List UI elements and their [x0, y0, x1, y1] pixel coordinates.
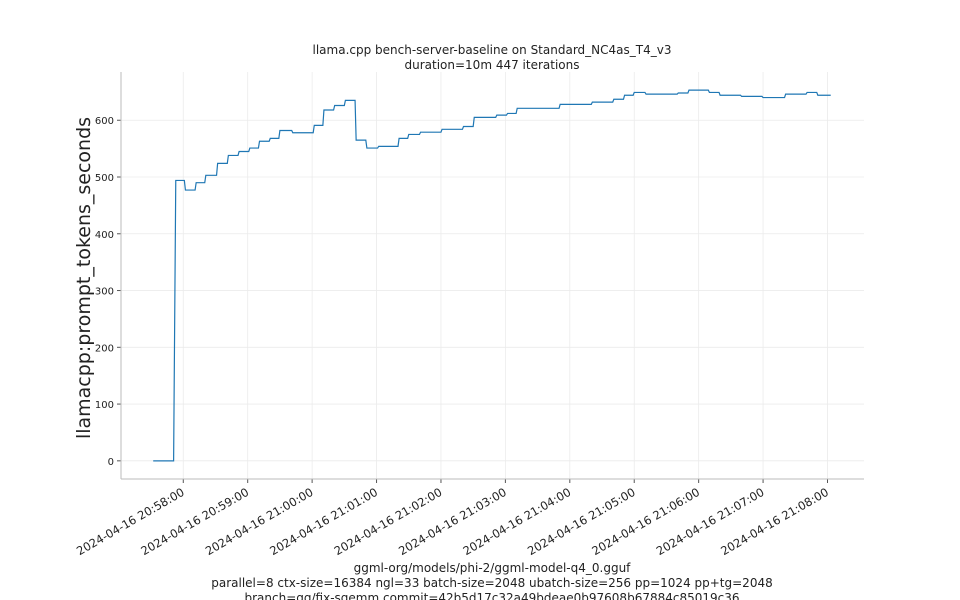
x-tick-label: 2024-04-16 20:58:00: [74, 485, 187, 558]
x-axis-label: branch=gg/fix-sgemm commit=42b5d17c32a49…: [245, 591, 740, 600]
x-tick-label: 2024-04-16 20:59:00: [138, 485, 251, 558]
y-axis-label: llamacpp:prompt_tokens_seconds: [73, 117, 95, 439]
x-axis-label: parallel=8 ctx-size=16384 ngl=33 batch-s…: [211, 576, 772, 590]
line: [153, 89, 831, 462]
x-tick-label: 2024-04-16 21:00:00: [203, 485, 316, 558]
x-tick-label: 2024-04-16 21:07:00: [654, 485, 767, 558]
x-axis-label: ggml-org/models/phi-2/ggml-model-q4_0.gg…: [354, 561, 632, 575]
x-tick-label: 2024-04-16 21:05:00: [525, 485, 638, 558]
y-tick-label: 400: [95, 230, 114, 241]
x-tick-label: 2024-04-16 21:08:00: [718, 485, 831, 558]
y-tick-label: 100: [95, 400, 114, 411]
x-tick-label: 2024-04-16 21:01:00: [267, 485, 380, 558]
y-tick-label: 200: [95, 343, 114, 354]
chart-title: llama.cpp bench-server-baseline on Stand…: [313, 43, 672, 57]
chart-subtitle: duration=10m 447 iterations: [405, 58, 580, 72]
y-tick-label: 0: [108, 457, 114, 468]
x-tick-label: 2024-04-16 21:02:00: [332, 485, 445, 558]
y-tick-label: 600: [95, 116, 114, 127]
x-tick-label: 2024-04-16 21:03:00: [396, 485, 509, 558]
y-tick-label: 300: [95, 287, 114, 298]
y-tick-label: 500: [95, 173, 114, 184]
x-tick-label: 2024-04-16 21:04:00: [461, 485, 574, 558]
x-tick-label: 2024-04-16 21:06:00: [589, 485, 702, 558]
